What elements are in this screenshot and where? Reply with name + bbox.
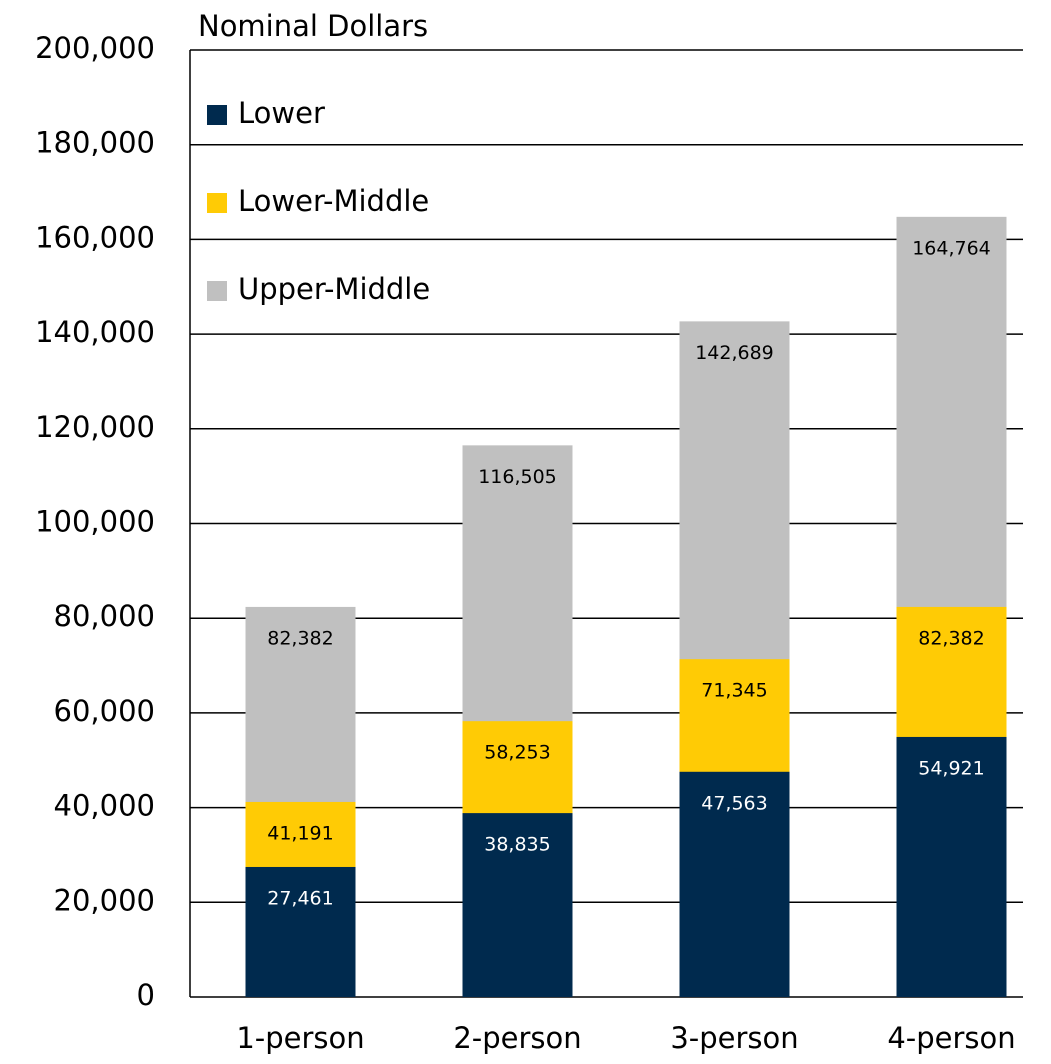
x-tick-label: 4-person [887, 1021, 1015, 1055]
y-tick-label: 120,000 [35, 410, 155, 444]
y-tick-label: 80,000 [54, 599, 155, 633]
legend-swatch [207, 281, 227, 301]
data-label: 71,345 [701, 680, 767, 702]
y-tick-label: 200,000 [35, 31, 155, 65]
legend-label: Lower-Middle [238, 184, 429, 218]
y-tick-label: 40,000 [54, 789, 155, 823]
data-label: 58,253 [484, 742, 550, 764]
data-label: 82,382 [267, 627, 333, 649]
y-tick-label: 20,000 [54, 883, 155, 917]
x-tick-label: 3-person [670, 1021, 798, 1055]
chart-title: Nominal Dollars [198, 9, 428, 43]
bar [679, 771, 790, 997]
legend-label: Upper-Middle [238, 272, 430, 306]
x-tick-label: 1-person [236, 1021, 364, 1055]
y-tick-label: 160,000 [35, 220, 155, 254]
y-tick-label: 180,000 [35, 126, 155, 160]
bar [245, 866, 356, 997]
data-label: 38,835 [484, 834, 550, 856]
y-tick-label: 0 [137, 978, 155, 1012]
data-label: 116,505 [478, 466, 557, 488]
data-label: 41,191 [267, 822, 333, 844]
data-label: 47,563 [701, 792, 767, 814]
legend-swatch [207, 105, 227, 125]
data-label: 164,764 [912, 237, 991, 259]
y-tick-label: 100,000 [35, 505, 155, 539]
bar [896, 736, 1007, 997]
y-tick-label: 140,000 [35, 315, 155, 349]
x-tick-label: 2-person [453, 1021, 581, 1055]
legend-swatch [207, 193, 227, 213]
bar [462, 813, 573, 997]
data-label: 54,921 [918, 757, 984, 779]
data-label: 82,382 [918, 627, 984, 649]
data-label: 27,461 [267, 887, 333, 909]
legend-label: Lower [238, 96, 325, 130]
data-label: 142,689 [695, 342, 774, 364]
y-tick-label: 60,000 [54, 694, 155, 728]
